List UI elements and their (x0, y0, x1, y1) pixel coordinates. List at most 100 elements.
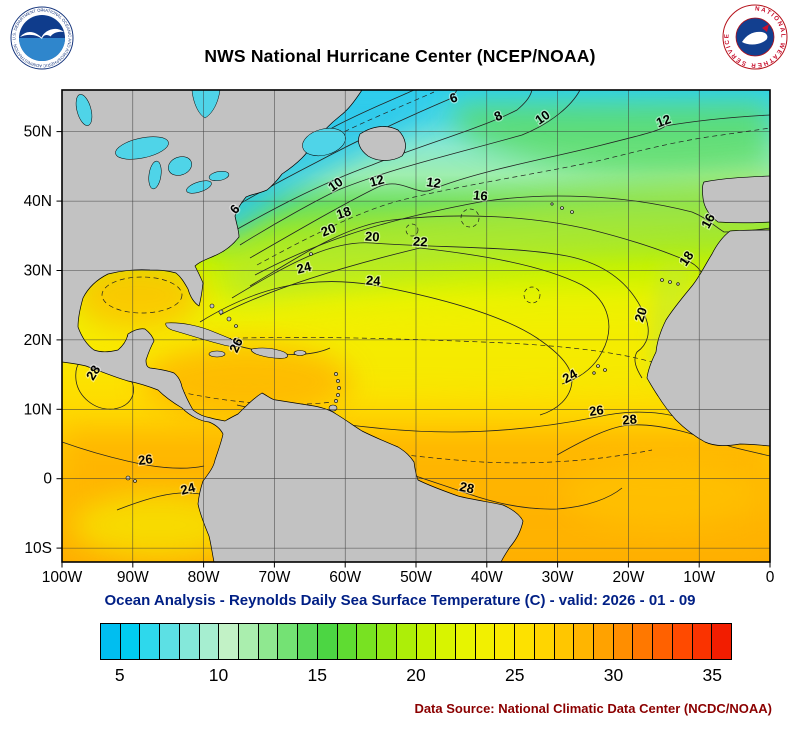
colorbar-tick-label: 30 (603, 665, 624, 685)
nws-globe-icon (742, 31, 768, 45)
x-tick-label: 10W (683, 569, 715, 586)
nws-logo-icon: NATIONAL WEATHER SERVICE (722, 4, 788, 75)
axis-ticks (56, 131, 771, 568)
contour-label: 22 (413, 234, 428, 250)
colorbar-cell (475, 624, 496, 659)
contour-label: 20 (631, 305, 650, 323)
x-tick-label: 40W (471, 569, 503, 586)
contour-label: 12 (654, 111, 673, 130)
contour-label: 28 (458, 479, 475, 497)
isotherm-contours (62, 90, 770, 541)
x-tick-label: 80W (188, 569, 220, 586)
x-tick-label: 50W (400, 569, 432, 586)
contour-label: 12 (368, 172, 386, 190)
americas-landmass (62, 90, 524, 562)
colorbar-cell (436, 624, 456, 659)
colorbar-cell (179, 624, 200, 659)
colorbar-cell (199, 624, 220, 659)
newfoundland-island (358, 126, 406, 161)
colorbar-cell (278, 624, 299, 659)
contour-label: 12 (425, 174, 441, 191)
colorbar-cell (633, 624, 654, 659)
graticule-grid (62, 90, 770, 562)
landmass (62, 90, 770, 562)
lake-superior (115, 136, 169, 160)
colorbar-cell (357, 624, 378, 659)
colorbar-tick-label: 15 (307, 665, 327, 685)
africa-landmass (646, 229, 770, 447)
colorbar-cell (653, 624, 673, 659)
contour-label: 20 (319, 220, 338, 239)
x-axis-labels: 100W 90W 80W 70W 60W 50W 40W 30W 20W 10W 0 (42, 569, 775, 586)
colorbar-cell (219, 624, 240, 659)
y-tick-label: 10N (24, 401, 52, 418)
y-axis-labels: 50N 40N 30N 20N 10N 0 10S (24, 124, 53, 557)
colorbar-cells (100, 623, 732, 660)
x-tick-label: 20W (612, 569, 644, 586)
colorbar-legend: 5 10 15 20 25 30 35 (100, 623, 732, 693)
colorbar-cell (160, 624, 180, 659)
y-tick-label: 0 (43, 471, 52, 488)
contour-label: 24 (295, 258, 313, 276)
contour-label: 24 (366, 273, 382, 289)
colorbar-cell (574, 624, 594, 659)
contour-label: 26 (137, 451, 153, 468)
colorbar-cell (317, 624, 338, 659)
colorbar-cell (554, 624, 575, 659)
colorbar-tick-label: 35 (702, 665, 722, 685)
cuba-island (165, 322, 243, 347)
y-tick-label: 50N (24, 124, 52, 141)
x-tick-label: 30W (542, 569, 574, 586)
x-tick-label: 100W (42, 569, 83, 586)
colorbar-cell (396, 624, 417, 659)
contour-label: 16 (472, 187, 488, 203)
colorbar-cell (672, 624, 693, 659)
data-source-text: Data Source: National Climatic Data Cent… (414, 701, 772, 716)
colorbar-cell (712, 624, 731, 659)
seagull-icon (20, 28, 64, 39)
colorbar-cell (416, 624, 437, 659)
colorbar-cell (101, 624, 121, 659)
colorbar-tick-label: 10 (208, 665, 229, 685)
x-tick-label: 90W (117, 569, 149, 586)
x-tick-label: 60W (329, 569, 361, 586)
hispaniola-island (250, 347, 288, 359)
colorbar-cell (495, 624, 516, 659)
colorbar-cell (120, 624, 141, 659)
colorbar-cell (258, 624, 279, 659)
colorbar-cell (515, 624, 535, 659)
noaa-logo-icon: NATIONAL OCEANIC AND ATMOSPHERIC ADMINIS… (8, 2, 74, 75)
colorbar-cell (337, 624, 358, 659)
colorbar-tick-label: 25 (505, 665, 525, 685)
y-tick-label: 30N (24, 263, 52, 280)
contour-label: 24 (179, 479, 198, 497)
colorbar-cell (613, 624, 634, 659)
colorbar-cell (692, 624, 713, 659)
x-tick-label: 70W (258, 569, 290, 586)
colorbar-cell (239, 624, 259, 659)
colorbar-tick-labels: 5 10 15 20 25 30 35 (100, 665, 732, 693)
colorbar-cell (455, 624, 476, 659)
x-tick-label: 0 (766, 569, 775, 586)
map-caption: Ocean Analysis - Reynolds Daily Sea Surf… (104, 592, 696, 609)
iberia-landmass (701, 175, 770, 224)
y-tick-label: 20N (24, 332, 52, 349)
colorbar-cell (140, 624, 161, 659)
colorbar-cell (534, 624, 555, 659)
contour-label: 18 (334, 203, 352, 222)
colorbar-tick-label: 20 (406, 665, 426, 685)
colorbar-cell (377, 624, 397, 659)
colorbar-cell (593, 624, 614, 659)
islands (125, 202, 680, 483)
y-tick-label: 40N (24, 193, 52, 210)
contour-label: 26 (588, 402, 604, 419)
colorbar-cell (298, 624, 318, 659)
contour-label: 28 (622, 411, 638, 427)
contour-label: 20 (365, 229, 380, 245)
y-tick-label: 10S (24, 540, 52, 557)
colorbar-tick-label: 5 (114, 665, 125, 685)
header: NATIONAL OCEANIC AND ATMOSPHERIC ADMINIS… (0, 0, 800, 84)
page-title: NWS National Hurricane Center (NCEP/NOAA… (204, 46, 596, 66)
